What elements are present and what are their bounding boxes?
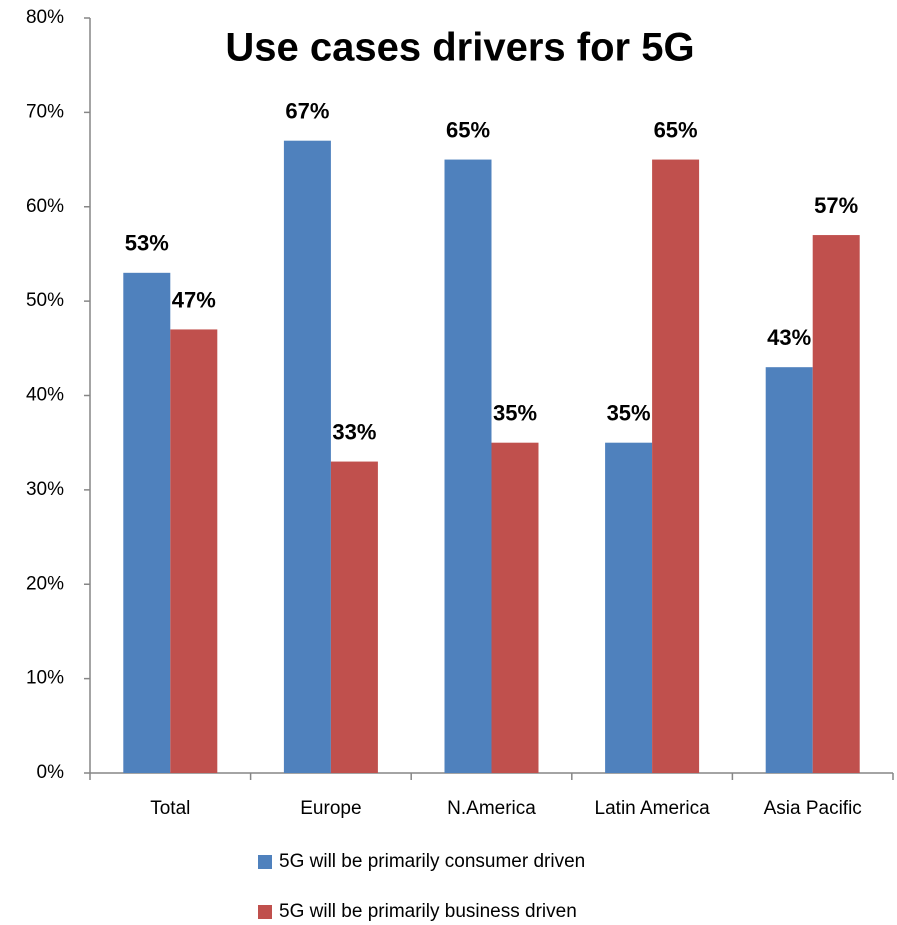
bar (123, 272, 171, 773)
bar (652, 159, 700, 773)
chart-title: Use cases drivers for 5G (225, 26, 694, 70)
value-label: 65% (654, 117, 698, 142)
legend-label: 5G will be primarily business driven (279, 901, 577, 922)
y-tick-label: 80% (26, 7, 64, 28)
y-tick-label: 50% (26, 290, 64, 311)
x-tick-label: N.America (447, 798, 536, 819)
value-label: 53% (125, 231, 169, 256)
value-label: 65% (446, 117, 490, 142)
x-tick-label: Europe (300, 798, 361, 819)
y-tick-label: 0% (37, 762, 65, 783)
y-tick-label: 10% (26, 668, 64, 689)
bar (765, 367, 813, 773)
x-tick-label: Asia Pacific (764, 798, 862, 819)
x-tick-label: Total (150, 798, 190, 819)
y-tick-label: 70% (26, 101, 64, 122)
value-label: 35% (607, 401, 651, 426)
value-label: 33% (332, 419, 376, 444)
bar (812, 235, 860, 773)
value-label: 43% (767, 325, 811, 350)
y-tick-label: 20% (26, 573, 64, 594)
bar (491, 442, 539, 773)
bar (605, 442, 653, 773)
y-tick-label: 40% (26, 385, 64, 406)
value-label: 57% (814, 193, 858, 218)
legend-label: 5G will be primarily consumer driven (279, 851, 585, 872)
legend-swatch (258, 905, 272, 919)
bar (283, 140, 331, 773)
x-tick-label: Latin America (595, 798, 711, 819)
bar (170, 329, 218, 773)
value-label: 67% (285, 99, 329, 124)
bar (444, 159, 492, 773)
value-label: 47% (172, 287, 216, 312)
value-label: 35% (493, 401, 537, 426)
legend-swatch (258, 855, 272, 869)
y-tick-label: 30% (26, 479, 64, 500)
y-tick-label: 60% (26, 196, 64, 217)
bar (330, 461, 378, 773)
